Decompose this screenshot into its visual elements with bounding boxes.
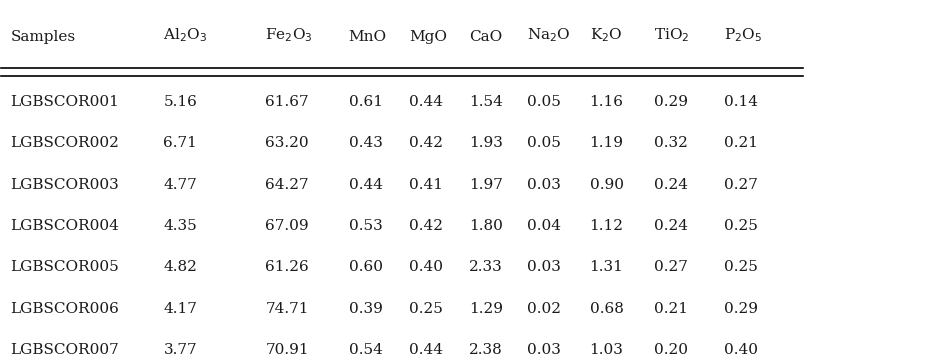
Text: 1.93: 1.93	[469, 136, 502, 150]
Text: 0.68: 0.68	[589, 302, 623, 316]
Text: 0.25: 0.25	[723, 219, 757, 233]
Text: 1.19: 1.19	[589, 136, 623, 150]
Text: 0.24: 0.24	[653, 178, 688, 191]
Text: LGBSCOR004: LGBSCOR004	[10, 219, 120, 233]
Text: 0.25: 0.25	[408, 302, 443, 316]
Text: TiO$_2$: TiO$_2$	[653, 27, 689, 45]
Text: 61.26: 61.26	[265, 260, 309, 274]
Text: 0.44: 0.44	[348, 178, 382, 191]
Text: 1.03: 1.03	[589, 343, 623, 357]
Text: 1.80: 1.80	[469, 219, 502, 233]
Text: 0.29: 0.29	[723, 302, 757, 316]
Text: LGBSCOR003: LGBSCOR003	[10, 178, 120, 191]
Text: 6.71: 6.71	[163, 136, 197, 150]
Text: 0.44: 0.44	[408, 343, 443, 357]
Text: 0.40: 0.40	[723, 343, 757, 357]
Text: LGBSCOR002: LGBSCOR002	[10, 136, 120, 150]
Text: MgO: MgO	[408, 30, 446, 45]
Text: 4.77: 4.77	[163, 178, 197, 191]
Text: 64.27: 64.27	[265, 178, 309, 191]
Text: 70.91: 70.91	[265, 343, 309, 357]
Text: 1.31: 1.31	[589, 260, 623, 274]
Text: 0.44: 0.44	[408, 95, 443, 109]
Text: 0.21: 0.21	[653, 302, 688, 316]
Text: 0.21: 0.21	[723, 136, 757, 150]
Text: 0.14: 0.14	[723, 95, 757, 109]
Text: MnO: MnO	[348, 30, 386, 45]
Text: 0.27: 0.27	[723, 178, 757, 191]
Text: 0.40: 0.40	[408, 260, 443, 274]
Text: 0.03: 0.03	[527, 343, 561, 357]
Text: 4.82: 4.82	[163, 260, 197, 274]
Text: 0.05: 0.05	[527, 136, 561, 150]
Text: Na$_2$O: Na$_2$O	[527, 27, 571, 45]
Text: Samples: Samples	[10, 30, 76, 45]
Text: 0.24: 0.24	[653, 219, 688, 233]
Text: CaO: CaO	[469, 30, 502, 45]
Text: LGBSCOR005: LGBSCOR005	[10, 260, 120, 274]
Text: 63.20: 63.20	[265, 136, 309, 150]
Text: 0.32: 0.32	[653, 136, 688, 150]
Text: 0.43: 0.43	[348, 136, 382, 150]
Text: 1.54: 1.54	[469, 95, 502, 109]
Text: 0.05: 0.05	[527, 95, 561, 109]
Text: LGBSCOR001: LGBSCOR001	[10, 95, 120, 109]
Text: 1.97: 1.97	[469, 178, 502, 191]
Text: 0.41: 0.41	[408, 178, 443, 191]
Text: 0.02: 0.02	[527, 302, 561, 316]
Text: 0.53: 0.53	[348, 219, 382, 233]
Text: 4.35: 4.35	[163, 219, 197, 233]
Text: 0.04: 0.04	[527, 219, 561, 233]
Text: 0.60: 0.60	[348, 260, 382, 274]
Text: 4.17: 4.17	[163, 302, 197, 316]
Text: 0.61: 0.61	[348, 95, 382, 109]
Text: 0.90: 0.90	[589, 178, 623, 191]
Text: Fe$_2$O$_3$: Fe$_2$O$_3$	[265, 27, 313, 45]
Text: 0.03: 0.03	[527, 178, 561, 191]
Text: 0.54: 0.54	[348, 343, 382, 357]
Text: 0.42: 0.42	[408, 219, 443, 233]
Text: 0.25: 0.25	[723, 260, 757, 274]
Text: 3.77: 3.77	[163, 343, 197, 357]
Text: 0.39: 0.39	[348, 302, 382, 316]
Text: 0.27: 0.27	[653, 260, 688, 274]
Text: LGBSCOR006: LGBSCOR006	[10, 302, 120, 316]
Text: 5.16: 5.16	[163, 95, 197, 109]
Text: 2.38: 2.38	[469, 343, 502, 357]
Text: 1.16: 1.16	[589, 95, 623, 109]
Text: 61.67: 61.67	[265, 95, 309, 109]
Text: 0.29: 0.29	[653, 95, 688, 109]
Text: 67.09: 67.09	[265, 219, 309, 233]
Text: 1.12: 1.12	[589, 219, 623, 233]
Text: 74.71: 74.71	[265, 302, 308, 316]
Text: 2.33: 2.33	[469, 260, 502, 274]
Text: K$_2$O: K$_2$O	[589, 27, 622, 45]
Text: 0.03: 0.03	[527, 260, 561, 274]
Text: 0.20: 0.20	[653, 343, 688, 357]
Text: 0.42: 0.42	[408, 136, 443, 150]
Text: P$_2$O$_5$: P$_2$O$_5$	[723, 27, 761, 45]
Text: Al$_2$O$_3$: Al$_2$O$_3$	[163, 27, 207, 45]
Text: LGBSCOR007: LGBSCOR007	[10, 343, 120, 357]
Text: 1.29: 1.29	[469, 302, 503, 316]
